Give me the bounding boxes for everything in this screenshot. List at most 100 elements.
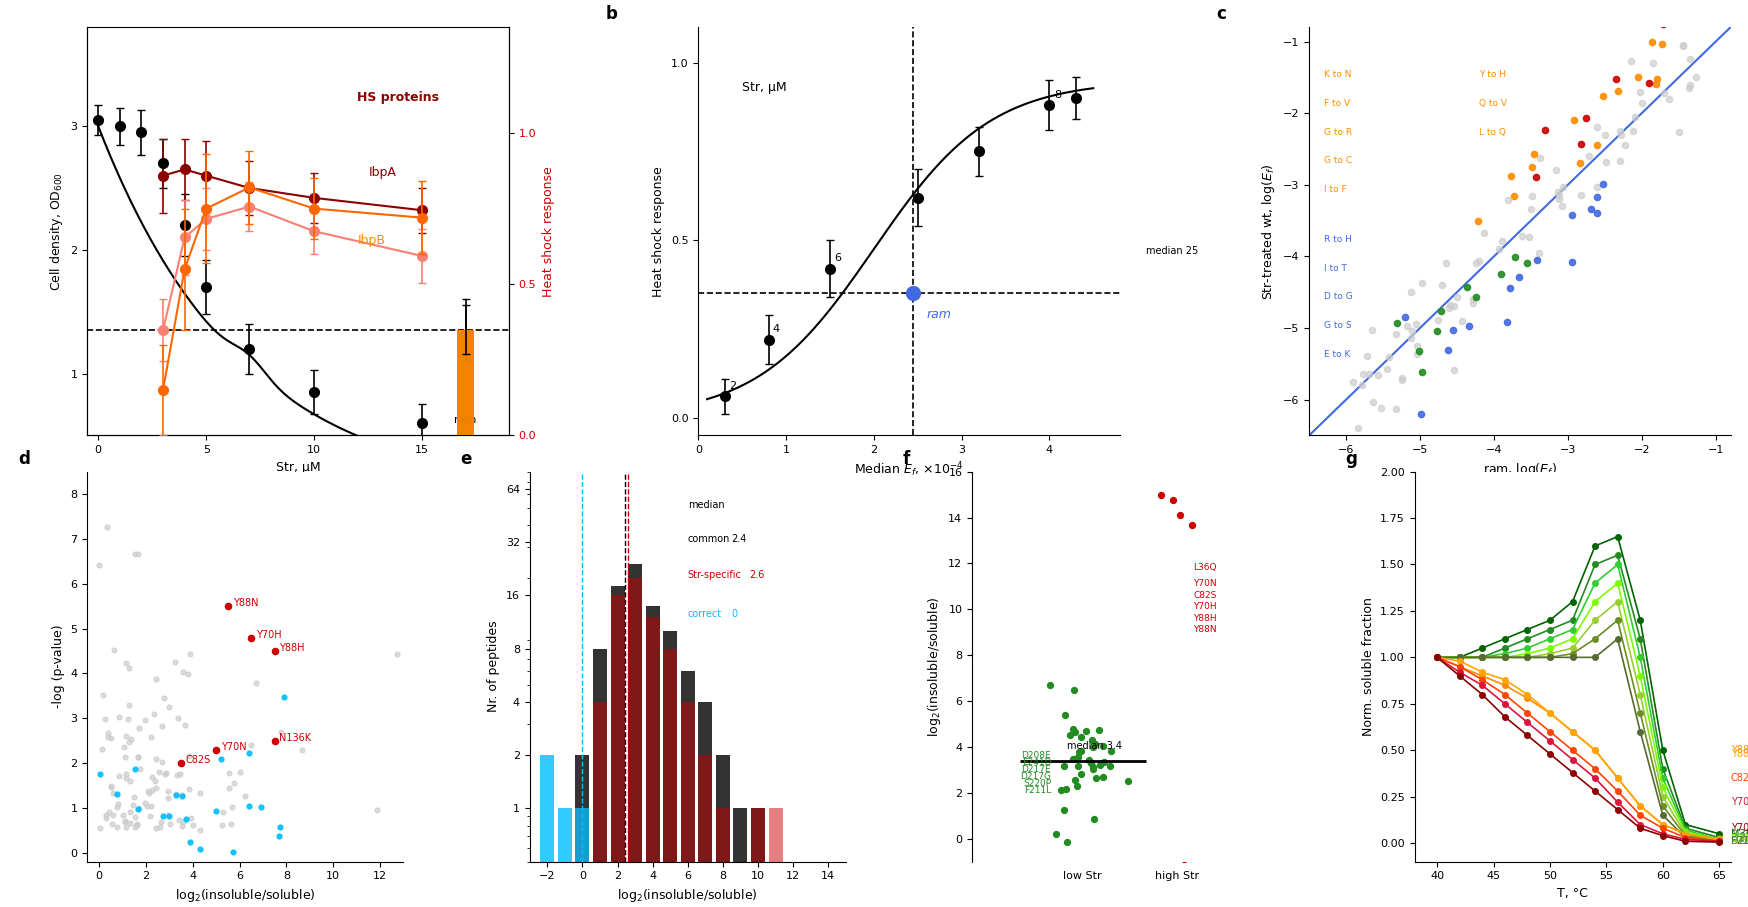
Point [171,812,199,826]
Text: Y70H: Y70H [1194,602,1217,611]
Point [1584,206,1612,220]
Point [1066,766,1094,781]
Text: 4: 4 [773,325,780,335]
Point [1065,759,1092,774]
Point [1187,326,1215,340]
Point [271,689,299,704]
Point [149,809,177,824]
Point [1640,55,1668,70]
Point [121,820,149,834]
Point [1470,226,1498,240]
Point [115,815,143,830]
Point [131,795,159,810]
Point [1054,835,1082,850]
Text: D217G: D217G [1021,772,1051,781]
Text: D217G: D217G [1731,834,1748,844]
Bar [628,564,642,907]
Text: S220P: S220P [1023,779,1051,788]
Point [1358,323,1386,337]
Text: IbpA: IbpA [369,166,397,179]
Bar [734,808,748,907]
Text: 0: 0 [732,610,738,619]
Point [1584,121,1612,135]
Point [133,798,161,813]
Point [86,821,114,835]
Bar [558,808,572,907]
median correct 0 [572,803,593,814]
Point [234,798,262,813]
Point [1363,367,1391,382]
Point [1182,72,1210,86]
Point [1460,296,1488,310]
Text: f: f [902,450,911,468]
Point [1175,388,1203,403]
Y-axis label: -log (p-value): -log (p-value) [52,625,65,708]
Point [152,766,180,780]
Text: Str-specific: Str-specific [687,571,741,580]
Point [1619,124,1647,139]
Point [1409,366,1437,380]
Point [1500,189,1528,203]
Point [208,817,236,832]
Point [105,709,133,724]
Point [1584,190,1612,205]
Point [1659,5,1687,19]
Point [1180,159,1208,173]
Point [96,780,124,795]
Point [121,789,149,804]
Text: D217E: D217E [1021,766,1051,775]
Point [1584,180,1612,194]
Point [138,783,166,797]
Point [383,647,411,661]
Point [112,815,140,830]
Point [260,734,288,748]
Point [1641,77,1669,92]
Point [1096,744,1124,758]
Point [1557,255,1585,269]
Point [166,767,194,782]
Bar [456,329,474,435]
Text: D217E: D217E [1731,833,1748,843]
Bar [456,330,474,497]
Text: D208E: D208E [1021,751,1051,760]
Point [1566,136,1594,151]
Text: Y70H: Y70H [1731,824,1748,834]
Point [1666,124,1694,139]
Point [115,697,143,712]
Point [163,788,191,803]
Point [177,834,205,849]
Point [103,786,131,801]
Point [1180,44,1208,58]
Point [1344,421,1372,435]
Point [206,752,234,766]
Point [1402,338,1430,353]
Point [1496,169,1524,183]
Point [185,785,213,800]
Text: E241D: E241D [1021,758,1051,767]
Point [140,707,168,722]
Text: M350I: M350I [1731,829,1748,839]
Point [266,829,294,844]
Point [1052,782,1080,796]
Point [163,786,191,801]
Point [1339,375,1367,389]
Text: I to F: I to F [1323,185,1346,194]
Text: Y88N: Y88N [232,598,259,608]
Text: 2.6: 2.6 [750,571,764,580]
Point [1407,407,1435,422]
Point [1566,156,1594,171]
Point [126,721,154,736]
Point [96,779,124,794]
Point [1439,323,1467,337]
Point [1042,827,1070,842]
Point [1577,201,1605,216]
Text: Y88N: Y88N [1194,625,1217,634]
Point [246,799,274,814]
Point [168,756,196,770]
Text: L to Q: L to Q [1479,128,1507,137]
Point [142,752,170,766]
Point [266,820,294,834]
Text: Y70N: Y70N [1194,580,1217,589]
Text: G to S: G to S [1323,321,1351,330]
X-axis label: Median $E_f$, ×10$^{-4}$: Median $E_f$, ×10$^{-4}$ [855,461,963,479]
